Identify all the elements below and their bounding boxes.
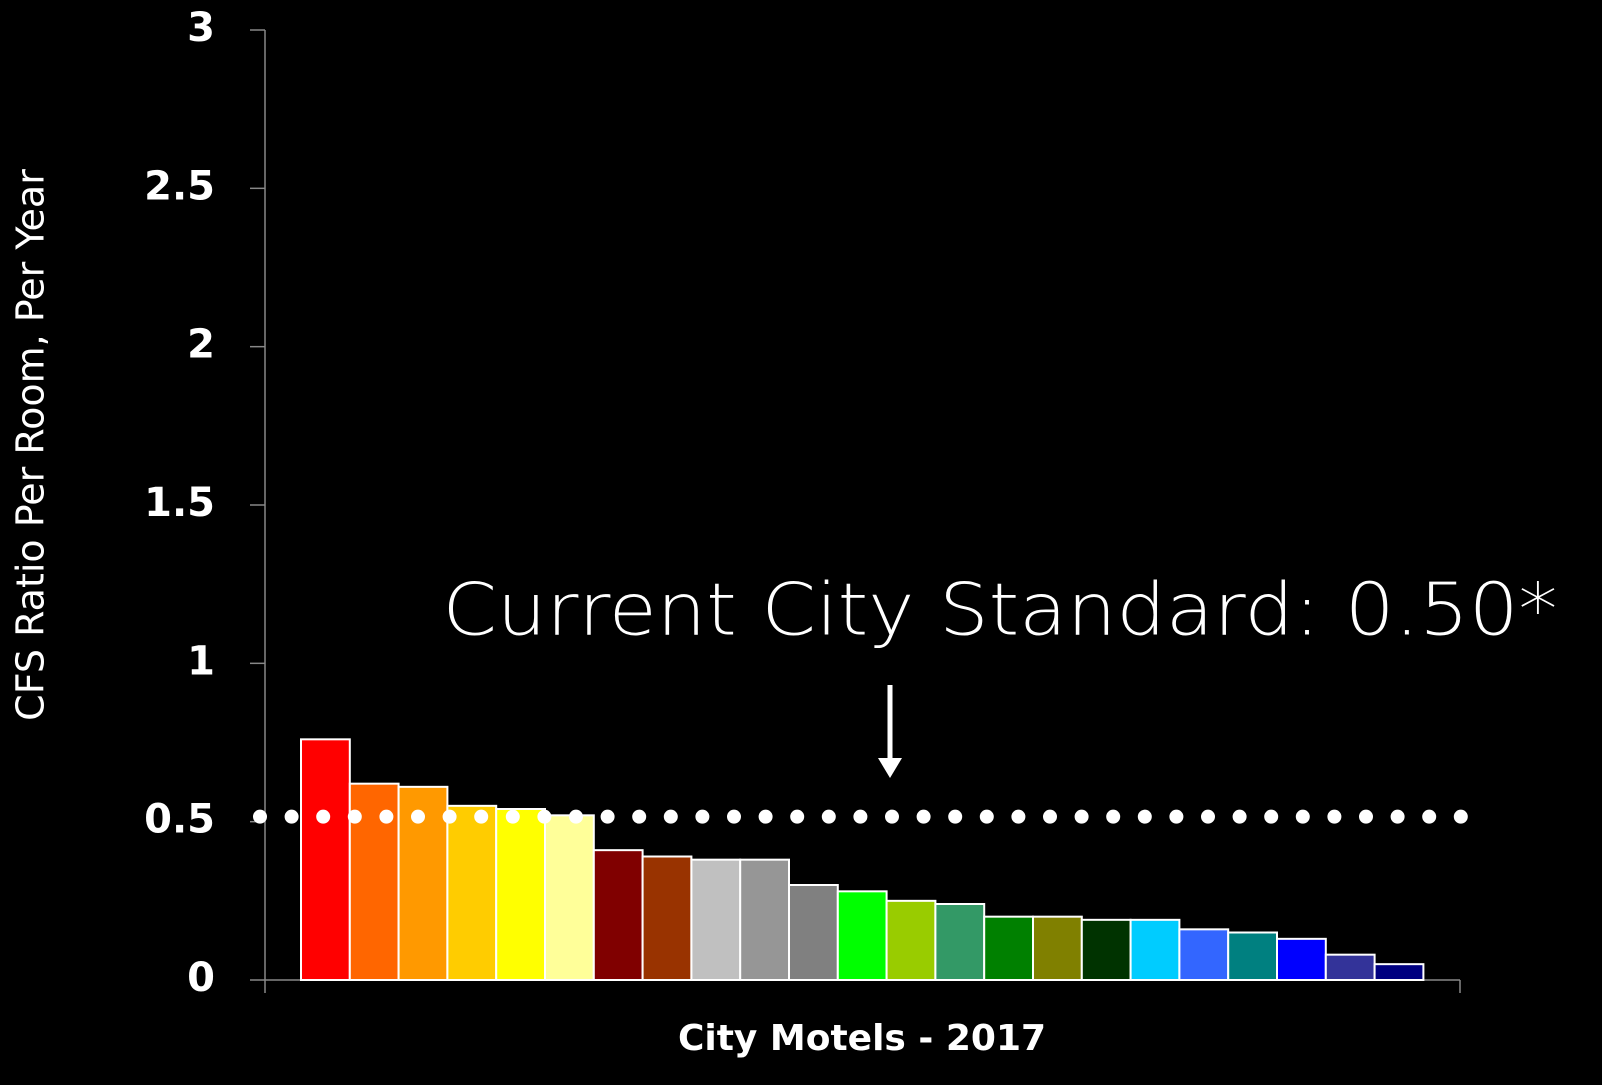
bar bbox=[544, 814, 595, 981]
bar bbox=[690, 858, 742, 982]
y-tick-label: 3 bbox=[187, 5, 215, 51]
y-tick-label: 0.5 bbox=[144, 797, 215, 843]
y-axis-label: CFS Ratio Per Room, Per Year bbox=[9, 169, 53, 721]
y-tick-label: 2.5 bbox=[144, 163, 215, 209]
bar bbox=[592, 849, 644, 982]
bar bbox=[1324, 953, 1376, 982]
bar bbox=[1373, 963, 1425, 982]
bar bbox=[934, 903, 986, 981]
bar bbox=[739, 858, 791, 982]
annotation: Current City Standard: 0.50* bbox=[443, 568, 1558, 652]
bar bbox=[1080, 918, 1132, 981]
y-tick-label: 0 bbox=[187, 955, 215, 1001]
bar bbox=[300, 738, 351, 981]
bar bbox=[1178, 928, 1230, 981]
bar bbox=[836, 890, 888, 981]
arrow-head bbox=[878, 758, 902, 778]
bar bbox=[495, 808, 547, 981]
bar bbox=[1129, 918, 1181, 981]
y-tick-label: 1.5 bbox=[144, 480, 215, 526]
y-tick-label: 2 bbox=[187, 322, 215, 368]
x-axis-label: City Motels - 2017 bbox=[678, 1018, 1046, 1059]
bar bbox=[983, 915, 1035, 982]
bar bbox=[1276, 937, 1327, 981]
y-tick-label: 1 bbox=[187, 638, 215, 684]
bar bbox=[446, 804, 498, 981]
bar bbox=[788, 884, 839, 981]
bar bbox=[1227, 931, 1278, 981]
bar bbox=[1032, 915, 1083, 982]
bar bbox=[885, 899, 937, 981]
bar bbox=[641, 855, 693, 981]
